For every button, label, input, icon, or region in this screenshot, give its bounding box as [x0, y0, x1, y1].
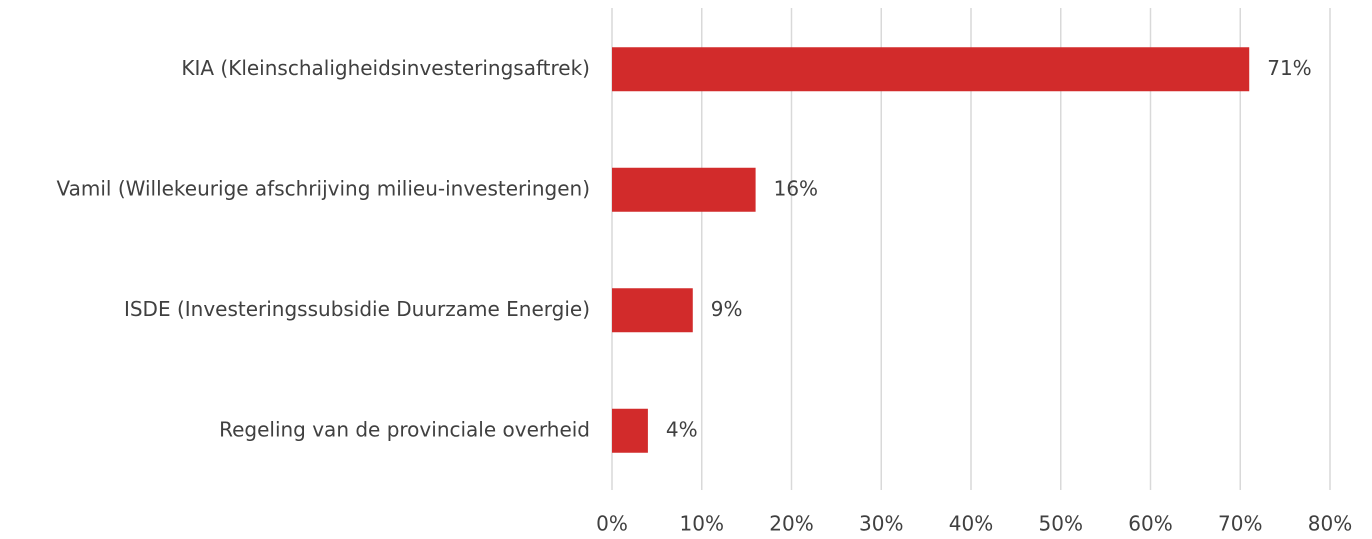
data-label: 9% — [711, 297, 743, 321]
y-tick-label: Regeling van de provinciale overheid — [219, 417, 590, 441]
y-tick-label: KIA (Kleinschaligheidsinvesteringsaftrek… — [181, 56, 590, 80]
bar — [612, 408, 648, 453]
x-tick-label: 80% — [1308, 512, 1352, 536]
bar — [612, 288, 693, 333]
bar — [612, 47, 1250, 92]
x-tick-label: 40% — [949, 512, 993, 536]
y-tick-label: ISDE (Investeringssubsidie Duurzame Ener… — [124, 297, 590, 321]
x-tick-label: 20% — [769, 512, 813, 536]
data-label: 16% — [774, 176, 818, 200]
x-tick-label: 30% — [859, 512, 903, 536]
x-tick-label: 60% — [1128, 512, 1172, 536]
y-tick-label: Vamil (Willekeurige afschrijving milieu-… — [56, 176, 590, 200]
bar — [612, 167, 756, 212]
data-label: 4% — [666, 417, 698, 441]
x-tick-label: 50% — [1039, 512, 1083, 536]
x-tick-label: 10% — [680, 512, 724, 536]
x-tick-label: 0% — [596, 512, 628, 536]
x-tick-label: 70% — [1218, 512, 1262, 536]
data-label: 71% — [1267, 56, 1311, 80]
